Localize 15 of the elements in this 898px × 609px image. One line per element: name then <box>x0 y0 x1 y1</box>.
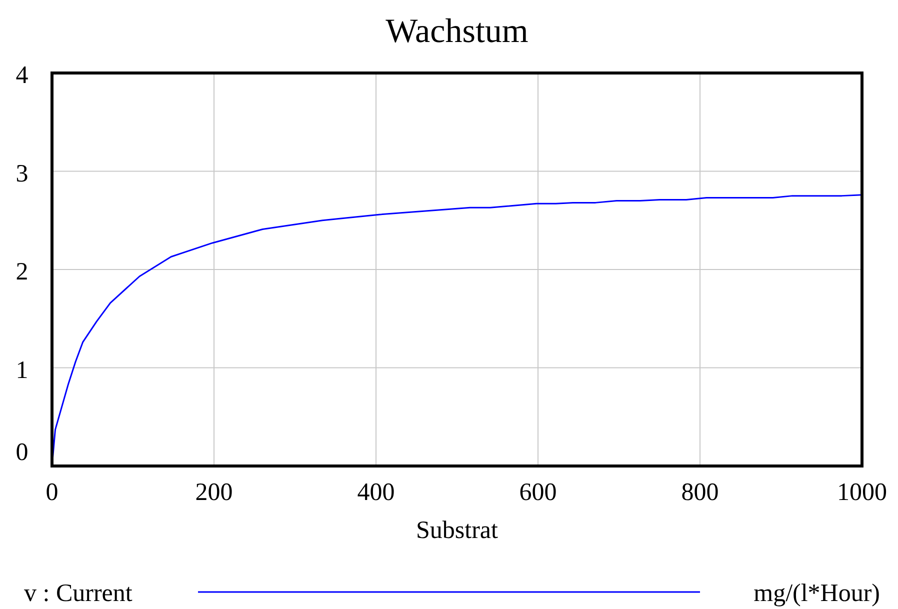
x-tick-label: 0 <box>46 479 58 506</box>
x-tick-label: 800 <box>681 479 719 506</box>
x-axis-title: Substrat <box>416 517 498 544</box>
x-tick-label: 600 <box>519 479 557 506</box>
x-tick-label: 400 <box>357 479 395 506</box>
text: v : Current <box>24 580 132 607</box>
chart-title: Wachstum <box>386 13 528 50</box>
y-tick-label: 3 <box>16 160 28 188</box>
y-tick-label: 1 <box>16 356 28 384</box>
x-tick-label: 1000 <box>837 479 887 506</box>
text: mg/(l*Hour) <box>754 580 880 607</box>
x-tick-label: 200 <box>195 479 233 506</box>
y-tick-label: 4 <box>16 62 29 89</box>
y-tick-label: 0 <box>16 439 28 466</box>
y-tick-label: 2 <box>16 258 28 286</box>
